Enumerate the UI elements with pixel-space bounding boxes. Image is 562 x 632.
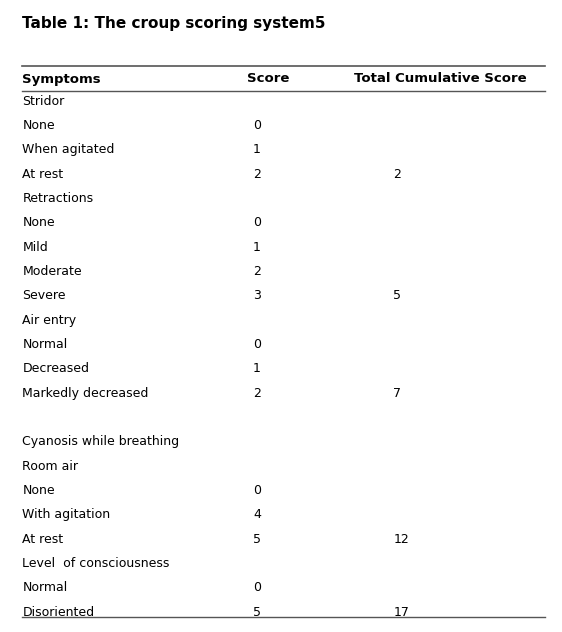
Text: At rest: At rest bbox=[22, 533, 64, 545]
Text: Score: Score bbox=[247, 73, 289, 85]
Text: 5: 5 bbox=[393, 289, 401, 302]
Text: Mild: Mild bbox=[22, 241, 48, 253]
Text: 0: 0 bbox=[253, 119, 261, 132]
Text: 0: 0 bbox=[253, 338, 261, 351]
Text: 2: 2 bbox=[253, 167, 261, 181]
Text: Decreased: Decreased bbox=[22, 362, 89, 375]
Text: 7: 7 bbox=[393, 387, 401, 399]
Text: Retractions: Retractions bbox=[22, 192, 94, 205]
Text: Room air: Room air bbox=[22, 459, 79, 473]
Text: 2: 2 bbox=[253, 265, 261, 278]
Text: Moderate: Moderate bbox=[22, 265, 82, 278]
Text: 2: 2 bbox=[253, 387, 261, 399]
Text: At rest: At rest bbox=[22, 167, 64, 181]
Text: None: None bbox=[22, 484, 55, 497]
Text: 2: 2 bbox=[393, 167, 401, 181]
Text: 1: 1 bbox=[253, 143, 261, 156]
Text: 12: 12 bbox=[393, 533, 409, 545]
Text: Table 1: The croup scoring system5: Table 1: The croup scoring system5 bbox=[22, 16, 326, 31]
Text: Cyanosis while breathing: Cyanosis while breathing bbox=[22, 435, 180, 448]
Text: Air entry: Air entry bbox=[22, 313, 76, 327]
Text: Stridor: Stridor bbox=[22, 95, 65, 107]
Text: Symptoms: Symptoms bbox=[22, 73, 101, 85]
Text: 3: 3 bbox=[253, 289, 261, 302]
Text: 4: 4 bbox=[253, 508, 261, 521]
Text: Disoriented: Disoriented bbox=[22, 605, 94, 619]
Text: Level  of consciousness: Level of consciousness bbox=[22, 557, 170, 570]
Text: With agitation: With agitation bbox=[22, 508, 111, 521]
Text: 1: 1 bbox=[253, 362, 261, 375]
Text: 1: 1 bbox=[253, 241, 261, 253]
Text: Normal: Normal bbox=[22, 581, 68, 594]
Text: 0: 0 bbox=[253, 581, 261, 594]
Text: Normal: Normal bbox=[22, 338, 68, 351]
Text: None: None bbox=[22, 119, 55, 132]
Text: Markedly decreased: Markedly decreased bbox=[22, 387, 149, 399]
Text: 0: 0 bbox=[253, 216, 261, 229]
Text: 5: 5 bbox=[253, 533, 261, 545]
Text: Severe: Severe bbox=[22, 289, 66, 302]
Text: 17: 17 bbox=[393, 605, 409, 619]
Text: None: None bbox=[22, 216, 55, 229]
Text: 5: 5 bbox=[253, 605, 261, 619]
Text: When agitated: When agitated bbox=[22, 143, 115, 156]
Text: Total Cumulative Score: Total Cumulative Score bbox=[354, 73, 527, 85]
Text: 0: 0 bbox=[253, 484, 261, 497]
